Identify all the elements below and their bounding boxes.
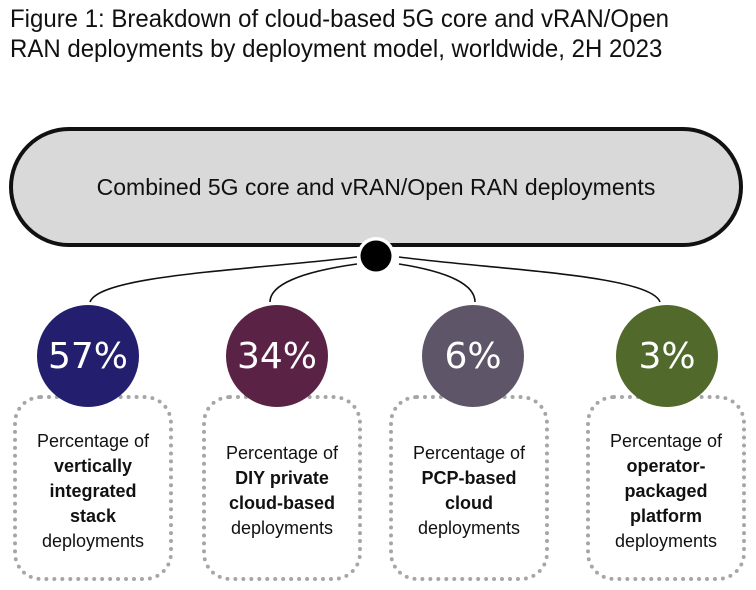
connector-to-34 xyxy=(269,263,358,303)
root-node-label: Combined 5G core and vRAN/Open RAN deplo… xyxy=(96,173,656,200)
card-suffix: deployments xyxy=(614,530,718,551)
category-card: Percentage of PCP-based cloud deployment… xyxy=(389,395,549,581)
card-prefix: Percentage of xyxy=(225,443,339,463)
category-node-diy-private: 34% xyxy=(226,305,328,407)
card-suffix: deployments xyxy=(230,518,334,538)
card-bold-line: operator- xyxy=(626,455,706,476)
percentage-value: 34% xyxy=(236,335,317,377)
figure-title-line-2: RAN deployments by deployment model, wor… xyxy=(10,35,663,63)
card-bold-line: packaged xyxy=(624,480,708,501)
card-bold-line: cloud-based xyxy=(228,493,335,513)
card-bold-line: integrated xyxy=(49,480,137,501)
category-node-vertically-integrated: 57% xyxy=(37,305,139,407)
card-bold-line: DIY private xyxy=(235,468,329,488)
category-node-operator-packaged: 3% xyxy=(616,305,718,407)
card-bold-line: vertically xyxy=(53,455,133,476)
card-suffix: deployments xyxy=(417,518,521,538)
card-prefix: Percentage of xyxy=(609,430,723,451)
category-card: Percentage of operator- packaged platfor… xyxy=(586,395,746,581)
card-prefix: Percentage of xyxy=(412,443,526,463)
card-bold-line: stack xyxy=(69,505,117,526)
card-bold-line: cloud xyxy=(445,493,493,513)
percentage-value: 57% xyxy=(47,335,128,377)
category-node-pcp-based: 6% xyxy=(422,305,524,407)
card-prefix: Percentage of xyxy=(36,430,150,451)
connector-to-6 xyxy=(398,263,476,303)
root-node: Combined 5G core and vRAN/Open RAN deplo… xyxy=(9,127,743,247)
figure-title: Figure 1: Breakdown of cloud-based 5G co… xyxy=(10,4,720,64)
card-bold-line: PCP-based xyxy=(421,468,517,488)
connector-to-57 xyxy=(89,256,358,303)
percentage-value: 6% xyxy=(444,335,502,377)
category-card: Percentage of DIY private cloud-based de… xyxy=(202,395,362,581)
connector-to-3 xyxy=(398,256,661,303)
card-bold-line: platform xyxy=(630,505,702,526)
card-suffix: deployments xyxy=(41,530,145,551)
figure-title-line-1: Figure 1: Breakdown of cloud-based 5G co… xyxy=(10,5,670,33)
percentage-value: 3% xyxy=(638,335,696,377)
category-card: Percentage of vertically integrated stac… xyxy=(13,395,173,581)
